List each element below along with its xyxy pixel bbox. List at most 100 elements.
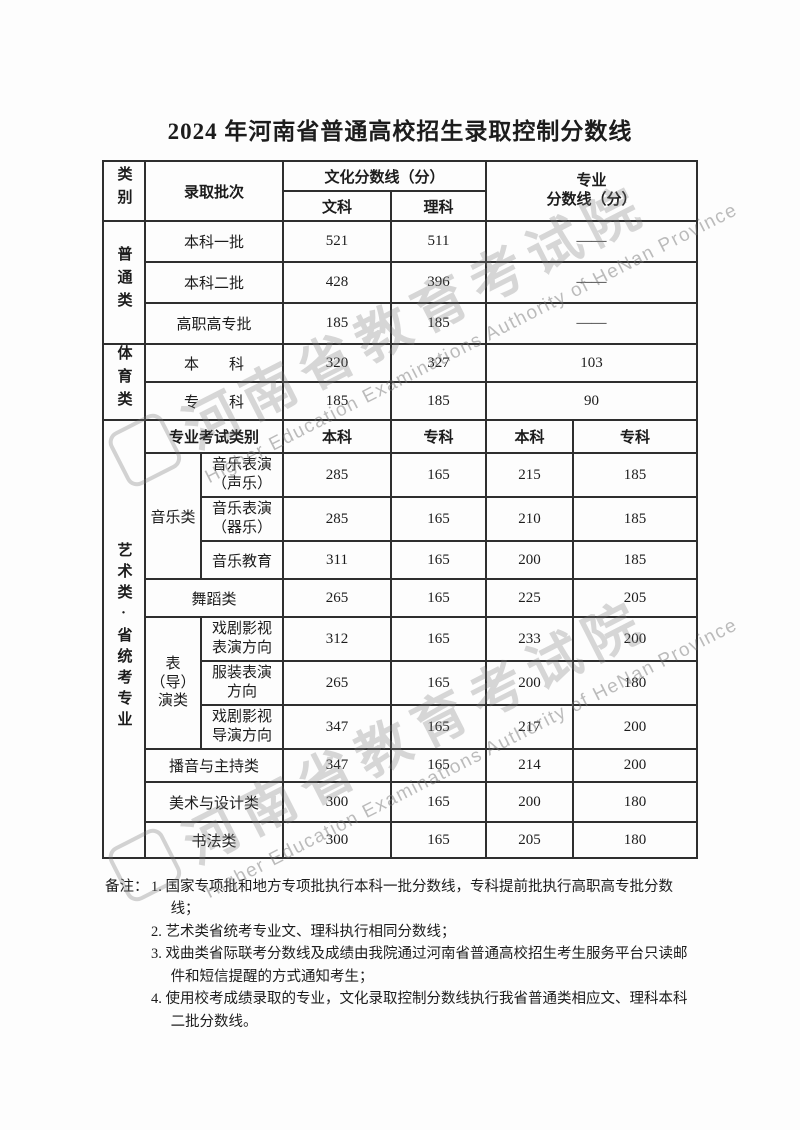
arts-exam-type-header: 专业考试类别 (143, 419, 285, 454)
score-cell: 285 (282, 452, 393, 498)
score-cell: 200 (485, 660, 575, 706)
score-cell: 165 (390, 660, 488, 706)
footnotes-list: 1. 国家专项批和地方专项批执行本科一批分数线，专科提前批执行高职高专批分数线；… (151, 876, 697, 1033)
footnote-item: 4. 使用校考成绩录取的专业，文化录取控制分数线执行我省普通类相应文、理科本科二… (151, 991, 688, 1030)
table-row: 音乐类 音乐表演 （声乐） 285 165 215 185 (103, 452, 699, 580)
arts-header-row: 艺术类·省统考专业 专业考试类别 本科 专科 本科 专科 (102, 419, 699, 859)
major-name-cell: 音乐教育 (199, 540, 285, 580)
category-arts: 艺术类·省统考专业 (102, 419, 146, 859)
score-cell: 90 (485, 381, 699, 421)
score-cell: 396 (390, 261, 488, 304)
footnotes-prefix: 备注： (105, 879, 149, 895)
table-row: 普通类 本科一批 521 511 —— (102, 220, 699, 345)
arts-col-header: 专科 (390, 419, 488, 454)
score-cell: 320 (282, 343, 393, 383)
major-name-cell: 戏剧影视 表演方向 (199, 616, 285, 662)
batch-cell: 高职高专批 (143, 302, 285, 345)
arts-col-header: 本科 (485, 419, 575, 454)
major-name-cell: 舞蹈类 (143, 578, 285, 618)
arts-col-header: 专科 (572, 419, 699, 454)
major-name-cell: 服装表演 方向 (199, 660, 285, 706)
score-cell: 185 (572, 540, 699, 580)
table-row: 表（导） 演类 戏剧影视 表演方向 312 165 233 200 (103, 616, 699, 750)
score-cell: 185 (282, 302, 393, 345)
score-cell: 165 (390, 452, 488, 498)
footnotes: 备注： 1. 国家专项批和地方专项批执行本科一批分数线，专科提前批执行高职高专批… (105, 876, 697, 1033)
score-cell: 217 (485, 704, 575, 750)
table-row: 舞蹈类 265 165 225 205 (103, 578, 699, 618)
batch-cell: 本 科 (143, 343, 285, 383)
score-cell: 180 (572, 781, 699, 823)
batch-cell: 本科二批 (143, 261, 285, 304)
category-sports: 体育类 (102, 343, 146, 421)
table-row: 音乐表演 （器乐） 285 165 210 185 (103, 496, 699, 542)
score-cell: 200 (485, 540, 575, 580)
score-cell: 185 (390, 381, 488, 421)
score-cell: 428 (282, 261, 393, 304)
group-acting-label: 表（导） 演类 (144, 616, 202, 750)
footnote-item: 3. 戏曲类省际联考分数线及成绩由我院通过河南省普通高校招生考生服务平台只读邮件… (151, 946, 688, 985)
score-cell: 327 (390, 343, 488, 383)
score-table: 类别 录取批次 文化分数线（分） 专业 分数线（分） 文科 理科 普通类 本科一… (102, 160, 699, 859)
score-cell: 180 (572, 660, 699, 706)
page-title: 2024 年河南省普通高校招生录取控制分数线 (167, 119, 633, 144)
score-cell: 300 (282, 821, 393, 859)
major-name-cell: 戏剧影视 导演方向 (199, 704, 285, 750)
score-cell: 511 (390, 220, 488, 263)
category-general: 普通类 (102, 220, 146, 345)
score-cell: 210 (485, 496, 575, 542)
arts-col-header: 本科 (282, 419, 393, 454)
score-cell: 185 (572, 496, 699, 542)
category-arts-label: 艺术类·省统考专业 (115, 541, 132, 732)
score-cell: 214 (485, 748, 575, 783)
major-name-cell: 播音与主持类 (143, 748, 285, 783)
score-cell: 200 (572, 704, 699, 750)
table-row: 播音与主持类 347 165 214 200 (103, 748, 699, 783)
table-header-row: 文科 理科 (103, 190, 697, 222)
header-like: 理科 (390, 190, 488, 222)
header-batch: 录取批次 (143, 160, 285, 222)
score-cell: 347 (282, 748, 393, 783)
table-row: 书法类 300 165 205 180 (103, 821, 699, 859)
score-cell: 311 (282, 540, 393, 580)
table-row: 戏剧影视 导演方向 347 165 217 200 (103, 704, 699, 750)
score-cell: —— (485, 220, 699, 263)
score-cell: 185 (282, 381, 393, 421)
score-cell: 300 (282, 781, 393, 823)
table-row: 专 科 185 185 90 (103, 381, 699, 421)
score-cell: 265 (282, 578, 393, 618)
score-cell: 285 (282, 496, 393, 542)
score-cell: 165 (390, 704, 488, 750)
table-header-row: 类别 录取批次 文化分数线（分） 专业 分数线（分） (102, 160, 699, 222)
header-category-label: 类别 (115, 165, 132, 212)
score-cell: 265 (282, 660, 393, 706)
table-row: 美术与设计类 300 165 200 180 (103, 781, 699, 823)
score-cell: 200 (572, 748, 699, 783)
score-cell: 180 (572, 821, 699, 859)
score-cell: 165 (390, 578, 488, 618)
major-name-cell: 音乐表演 （声乐） (199, 452, 285, 498)
score-cell: 165 (390, 540, 488, 580)
footnote-item: 2. 艺术类省统考专业文、理科执行相同分数线； (151, 923, 456, 940)
header-wenke: 文科 (282, 190, 393, 222)
score-cell: 165 (390, 748, 488, 783)
score-cell: 185 (390, 302, 488, 345)
score-cell: 205 (485, 821, 575, 859)
score-cell: 233 (485, 616, 575, 662)
table-row: 体育类 本 科 320 327 103 (102, 343, 699, 421)
score-cell: 225 (485, 578, 575, 618)
table-row: 高职高专批 185 185 —— (103, 302, 699, 345)
score-cell: 200 (485, 781, 575, 823)
batch-cell: 专 科 (143, 381, 285, 421)
score-cell: 165 (390, 496, 488, 542)
footnote-item: 1. 国家专项批和地方专项批执行本科一批分数线，专科提前批执行高职高专批分数线； (151, 879, 673, 918)
score-cell: 165 (390, 616, 488, 662)
batch-cell: 本科一批 (143, 220, 285, 263)
category-general-label: 普通类 (115, 245, 132, 315)
category-sports-label: 体育类 (115, 345, 132, 414)
major-name-cell: 书法类 (143, 821, 285, 859)
table-row: 音乐教育 311 165 200 185 (103, 540, 699, 580)
score-cell: 200 (572, 616, 699, 662)
header-culture-group: 文化分数线（分） (282, 160, 488, 192)
score-cell: 521 (282, 220, 393, 263)
